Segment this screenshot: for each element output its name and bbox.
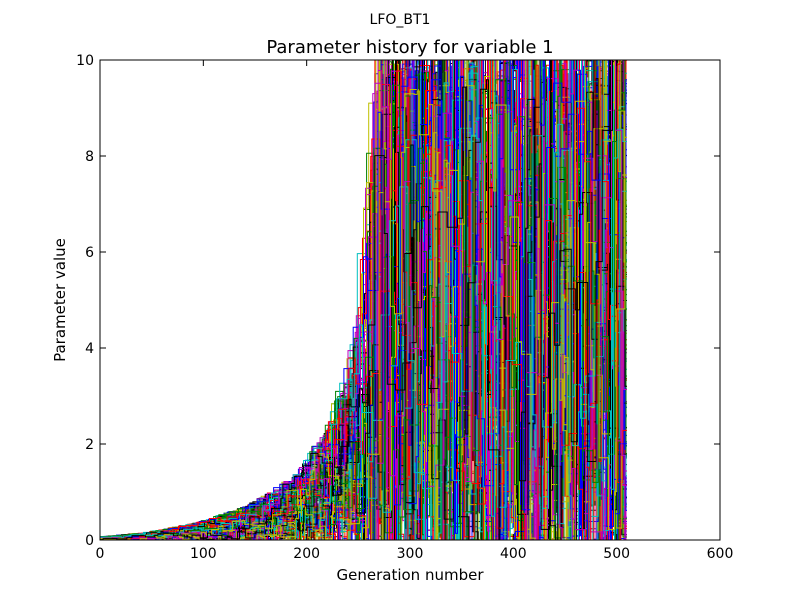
series-line — [100, 60, 627, 540]
x-axis-label: Generation number — [337, 566, 485, 584]
y-axis-label: Parameter value — [51, 238, 69, 362]
series-line — [100, 60, 627, 540]
x-tick-label: 200 — [293, 546, 320, 562]
series-layer — [100, 60, 627, 540]
x-tick-label: 100 — [190, 546, 217, 562]
series-line — [100, 60, 627, 540]
x-tick-label: 600 — [707, 546, 734, 562]
series-line — [100, 60, 627, 540]
ticks-layer: 0 100 200 300 400 500 600 0 2 4 6 8 10 — [76, 53, 733, 562]
y-tick-label: 4 — [85, 341, 94, 357]
series-line — [100, 60, 627, 540]
y-tick-label: 6 — [85, 245, 94, 261]
x-tick-label: 400 — [500, 546, 527, 562]
chart-suptitle: LFO_BT1 — [370, 12, 431, 28]
y-tick-label: 0 — [85, 533, 94, 549]
x-tick-label: 500 — [603, 546, 630, 562]
y-tick-label: 10 — [76, 53, 94, 69]
x-tick-label: 300 — [397, 546, 424, 562]
series-line — [100, 60, 627, 540]
y-tick-label: 8 — [85, 149, 94, 165]
chart-title: Parameter history for variable 1 — [266, 37, 553, 58]
x-tick-label: 0 — [96, 546, 105, 562]
y-tick-label: 2 — [85, 437, 94, 453]
series-line — [100, 60, 627, 540]
